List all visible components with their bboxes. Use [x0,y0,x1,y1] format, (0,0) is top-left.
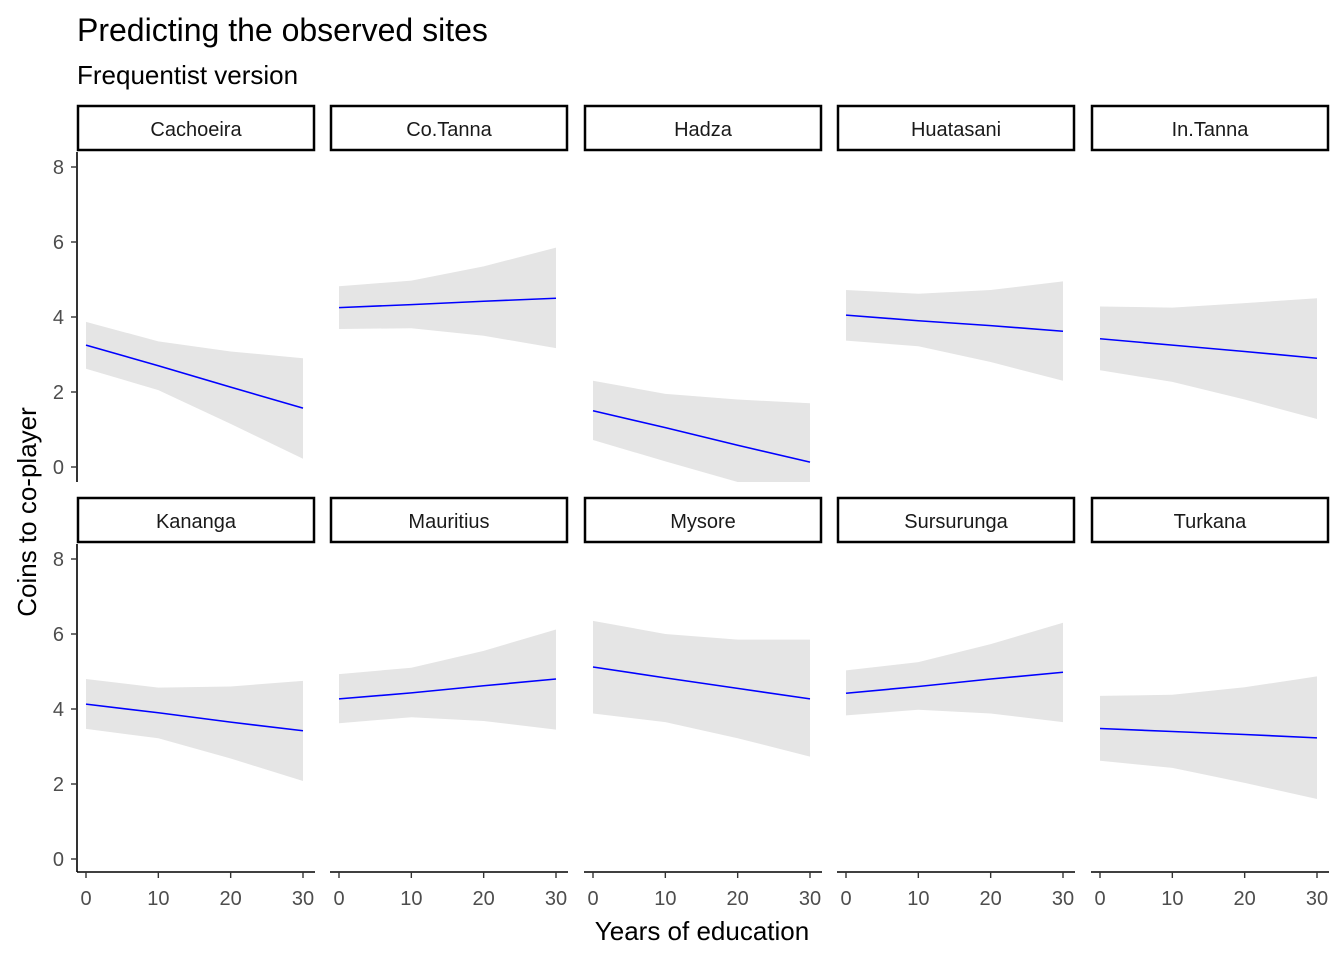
x-tick-label: 30 [1306,888,1328,910]
series-line [592,409,811,463]
facet-strip-label: Hadza [674,119,733,141]
confidence-ribbon [1100,298,1317,419]
confidence-ribbon [846,622,1063,723]
y-tick-label: 8 [53,157,64,179]
facet-strip [76,104,316,152]
confidence-ribbon [86,321,303,459]
series-line [338,678,557,700]
facet-panel: Hadza [583,104,823,482]
facet-strip-label: Kananga [156,511,237,533]
facet-panel: Mysore 0 10 20 30 [583,496,823,910]
facet-panel: Turkana 0 10 20 30 [1090,496,1330,910]
facet-panel: In.Tanna [1090,104,1330,419]
facet-strip [329,104,569,152]
x-tick-label: 10 [907,888,929,910]
chart-subtitle: Frequentist version [77,60,298,90]
x-tick-label: 0 [840,888,851,910]
facet-strip [1090,104,1330,152]
x-tick-label: 0 [587,888,598,910]
x-tick-label: 10 [1161,888,1183,910]
facet-strip [329,496,569,544]
facet-panel: Co.Tanna [329,104,569,349]
confidence-ribbon [339,629,556,730]
y-tick-label: 0 [53,849,64,871]
y-tick-label: 4 [53,699,64,721]
facet-strip [836,496,1076,544]
y-axis-title: Coins to co-player [12,407,42,617]
facet-panel: Mauritius 0 10 20 30 [329,496,569,910]
x-tick-label: 30 [1052,888,1074,910]
x-tick-label: 20 [980,888,1002,910]
x-tick-label: 20 [1234,888,1256,910]
y-tick-label: 4 [53,307,64,329]
facet-strip-label: Mysore [670,511,736,533]
confidence-ribbon [1100,676,1317,799]
chart-title: Predicting the observed sites [77,12,488,48]
x-tick-label: 10 [654,888,676,910]
facet-strip-label: Sursurunga [904,511,1008,533]
x-tick-label: 20 [473,888,495,910]
x-tick-label: 20 [220,888,242,910]
x-axis-title: Years of education [595,916,809,946]
confidence-ribbon [86,679,303,781]
x-tick-label: 0 [1094,888,1105,910]
confidence-ribbon [846,281,1063,381]
facet-strip-label: Co.Tanna [406,119,492,141]
x-tick-label: 20 [727,888,749,910]
facet-strip [583,496,823,544]
facet-strip-label: Huatasani [911,119,1001,141]
y-tick-label: 6 [53,624,64,646]
x-tick-label: 10 [147,888,169,910]
facet-panels: Cachoeira 0 2 4 6 8 Co.Tanna Hadza Huatasani In.T… [53,104,1330,910]
facet-strip-label: Cachoeira [150,119,242,141]
y-tick-label: 2 [53,774,64,796]
facet-panel: Huatasani [836,104,1076,381]
y-tick-label: 2 [53,382,64,404]
x-tick-label: 30 [799,888,821,910]
x-tick-label: 30 [292,888,314,910]
facet-panel: Kananga 0 10 20 30 0 2 4 6 8 [53,496,316,910]
facet-strip-label: In.Tanna [1172,119,1250,141]
x-tick-label: 30 [545,888,567,910]
series-line [845,314,1064,333]
facet-strip [1090,496,1330,544]
facet-strip [836,104,1076,152]
x-tick-label: 10 [400,888,422,910]
facet-strip [76,496,316,544]
series-line [85,344,304,409]
confidence-ribbon [339,247,556,349]
series-line [845,671,1064,695]
confidence-ribbon [593,620,810,757]
x-tick-label: 0 [80,888,91,910]
series-line [338,297,557,309]
facet-strip [583,104,823,152]
y-tick-label: 8 [53,549,64,571]
facet-strip-label: Mauritius [408,511,489,533]
series-line [1099,727,1318,739]
series-line [1099,337,1318,360]
facet-panel: Sursurunga 0 10 20 30 [836,496,1076,910]
y-tick-label: 6 [53,232,64,254]
facet-strip-label: Turkana [1174,511,1248,533]
series-line [592,666,811,700]
y-tick-label: 0 [53,457,64,479]
series-line [85,703,304,732]
facet-panel: Cachoeira 0 2 4 6 8 [53,104,316,482]
confidence-ribbon [593,380,810,482]
x-tick-label: 0 [333,888,344,910]
